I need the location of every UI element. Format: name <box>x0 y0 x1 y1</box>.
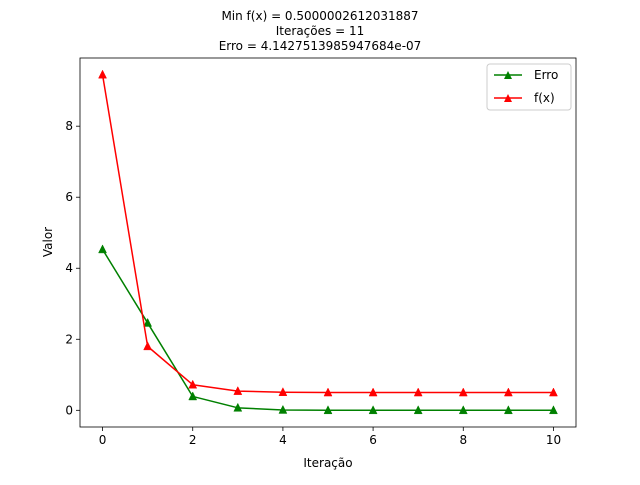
data-point-erro <box>143 317 153 327</box>
data-point-fx <box>549 387 558 397</box>
x-tick-label: 2 <box>189 433 197 447</box>
data-point-fx <box>233 386 243 395</box>
chart-title-line-3: Erro = 4.1427513985947684e-07 <box>219 39 422 53</box>
data-point-erro <box>503 405 513 415</box>
x-tick-label: 6 <box>369 433 377 447</box>
data-point-fx <box>413 387 423 397</box>
axis-ticks: 0 2 4 6 8 10 0 2 4 6 8 <box>65 119 561 447</box>
x-tick-label: 8 <box>459 433 467 447</box>
data-point-erro <box>233 402 243 412</box>
legend-box <box>486 63 572 111</box>
data-point-erro <box>368 405 378 415</box>
x-tick-label: 4 <box>279 433 287 447</box>
data-point-erro <box>278 404 288 414</box>
chart-title-line-2: Iterações = 11 <box>276 24 364 38</box>
data-point-fx <box>143 341 153 351</box>
axes-frame <box>79 57 577 428</box>
legend-label-erro: Erro <box>534 68 558 82</box>
data-point-fx <box>503 387 513 397</box>
data-point-erro <box>98 244 107 254</box>
data-point-fx <box>278 387 288 396</box>
y-tick-label: 6 <box>65 190 73 204</box>
y-axis-label: Valor <box>41 227 55 257</box>
x-tick-label: 0 <box>99 433 107 447</box>
data-point-fx <box>188 379 198 389</box>
legend-marker-erro <box>504 71 512 79</box>
data-point-erro <box>323 405 333 415</box>
data-point-erro <box>413 405 423 415</box>
data-point-fx <box>368 387 378 397</box>
y-tick-label: 2 <box>65 332 73 346</box>
legend-label-fx: f(x) <box>534 91 555 105</box>
series-layer <box>98 69 558 415</box>
y-tick-label: 0 <box>65 403 73 417</box>
y-tick-label: 8 <box>65 119 73 133</box>
x-axis-label: Iteração <box>303 456 352 470</box>
data-point-fx <box>98 69 107 79</box>
data-point-fx <box>323 387 333 397</box>
y-tick-label: 4 <box>65 261 73 275</box>
legend-marker-fx <box>504 94 512 102</box>
x-tick-label: 10 <box>546 433 561 447</box>
data-point-erro <box>458 405 468 415</box>
data-point-erro <box>549 405 558 415</box>
data-point-erro <box>188 391 198 401</box>
data-point-fx <box>458 387 468 397</box>
chart-title-line-1: Min f(x) = 0.5000002612031887 <box>221 9 418 23</box>
legend: Erro f(x) <box>486 63 572 111</box>
